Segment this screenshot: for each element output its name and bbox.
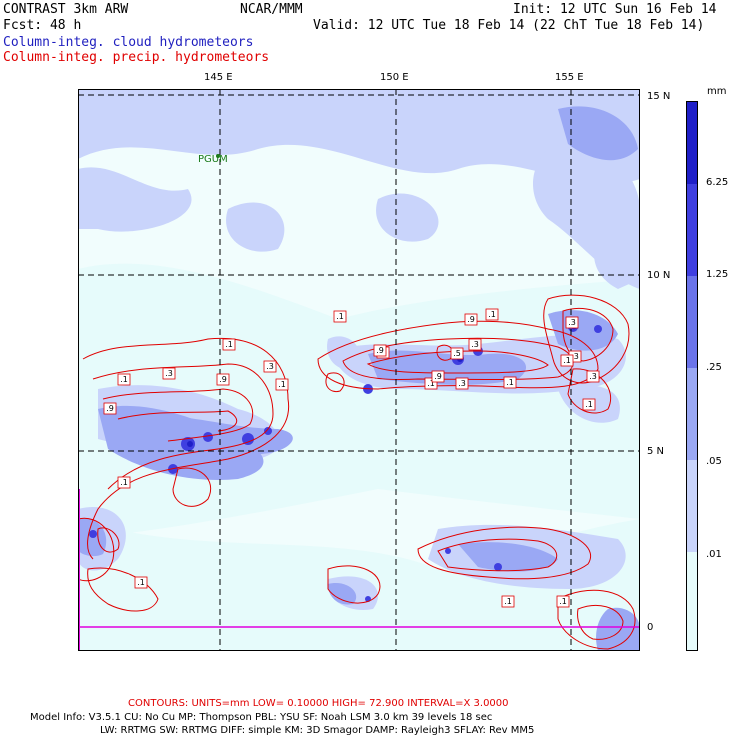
contour-label: .5: [450, 347, 464, 360]
contour-label: .9: [373, 344, 387, 357]
contour-info: CONTOURS: UNITS=mm LOW= 0.10000 HIGH= 72…: [128, 698, 509, 709]
svg-text:.1: .1: [278, 380, 286, 389]
svg-text:.3: .3: [458, 379, 466, 388]
contour-label: .3: [263, 360, 277, 373]
svg-text:.1: .1: [585, 400, 593, 409]
svg-text:.3: .3: [571, 352, 579, 361]
legend-label-0.25: .25: [706, 362, 722, 373]
hydrometeor-map: PGUM .1.3.1.9.3.1.9.1.1.5.9.1.9.1.3.5.9.…: [78, 89, 640, 651]
cloud-shading-strong: [78, 106, 640, 651]
svg-text:.9: .9: [467, 315, 475, 324]
svg-text:.1: .1: [225, 340, 233, 349]
svg-text:.9: .9: [106, 404, 114, 413]
model-title: CONTRAST 3km ARW: [3, 2, 129, 17]
lon-label-155: 155 E: [555, 72, 584, 83]
cloud-field-title: Column-integ. cloud hydrometeors: [3, 35, 254, 50]
precip-contours: [78, 294, 636, 650]
contour-label: .1: [501, 595, 515, 608]
svg-text:.3: .3: [589, 372, 597, 381]
contour-label: .1: [560, 354, 574, 367]
station-marker: [216, 154, 220, 158]
contour-label: .1: [275, 378, 289, 391]
svg-text:.9: .9: [376, 346, 384, 355]
svg-text:.9: .9: [219, 375, 227, 384]
svg-text:.1: .1: [137, 578, 145, 587]
contour-label: .3: [468, 338, 482, 351]
contour-label: .1: [424, 377, 438, 390]
legend-swatch-3: [687, 368, 697, 460]
contour-label: .9: [103, 402, 117, 415]
contour-label: .1: [134, 576, 148, 589]
legend-swatch-5: [687, 184, 697, 276]
svg-text:.1: .1: [336, 312, 344, 321]
valid-time: Valid: 12 UTC Tue 18 Feb 14 (22 ChT Tue …: [313, 18, 705, 33]
map-frame: [78, 89, 640, 651]
lat-label-10n: 10 N: [647, 270, 671, 281]
svg-text:.5: .5: [453, 349, 461, 358]
lat-label-equator: 0: [647, 622, 654, 633]
legend-label-1.25: 1.25: [706, 269, 729, 280]
legend-swatch-2: [687, 460, 697, 552]
contour-label: .1: [222, 338, 236, 351]
svg-text:.1: .1: [120, 478, 128, 487]
lat-label-5n: 5 N: [647, 446, 665, 457]
contour-label: .9: [431, 370, 445, 383]
legend-swatch-6: [687, 102, 697, 184]
legend-label-0.01: .01: [706, 549, 722, 560]
svg-text:.1: .1: [504, 597, 512, 606]
color-legend: [686, 101, 698, 651]
svg-text:.9: .9: [434, 372, 442, 381]
forecast-hour: Fcst: 48 h: [3, 18, 82, 33]
svg-text:.1: .1: [506, 378, 514, 387]
model-info-line2: LW: RRTMG SW: RRTMG DIFF: simple KM: 3D …: [100, 725, 535, 736]
contour-labels: .1.3.1.9.3.1.9.1.1.5.9.1.9.1.3.5.9.3.1.3…: [103, 308, 600, 608]
contour-label: .1: [556, 595, 570, 608]
contour-label: .3: [565, 316, 579, 329]
svg-text:.3: .3: [266, 362, 274, 371]
contour-label: .1: [582, 398, 596, 411]
legend-label-0.05: .05: [706, 456, 722, 467]
contour-label: .3: [586, 370, 600, 383]
model-info-line1: Model Info: V3.5.1 CU: No Cu MP: Thompso…: [30, 712, 493, 723]
lon-label-150: 150 E: [380, 72, 409, 83]
contour-label: .3: [162, 367, 176, 380]
precip-field-title: Column-integ. precip. hydrometeors: [3, 50, 270, 65]
station-label: PGUM: [198, 154, 228, 165]
legend-label-6.25: 6.25: [706, 177, 729, 188]
svg-text:.1: .1: [120, 375, 128, 384]
lon-label-145: 145 E: [204, 72, 233, 83]
svg-text:.3: .3: [568, 318, 576, 327]
legend-swatch-1: [687, 552, 697, 650]
svg-text:.1: .1: [559, 597, 567, 606]
contour-label: .1: [503, 376, 517, 389]
contour-label: .1: [485, 308, 499, 321]
legend-unit: mm: [707, 86, 727, 97]
contour-label: .3: [455, 377, 469, 390]
contour-label: .1: [117, 373, 131, 386]
init-time: Init: 12 UTC Sun 16 Feb 14: [513, 2, 717, 17]
organization-label: NCAR/MMM: [240, 2, 303, 17]
svg-text:.1: .1: [488, 310, 496, 319]
lat-label-15n: 15 N: [647, 91, 671, 102]
svg-text:.1: .1: [427, 379, 435, 388]
svg-text:.3: .3: [471, 340, 479, 349]
contour-label: .9: [464, 313, 478, 326]
contour-label: .1: [333, 310, 347, 323]
contour-label: .9: [216, 373, 230, 386]
legend-swatch-4: [687, 276, 697, 368]
svg-text:.1: .1: [563, 356, 571, 365]
svg-text:.3: .3: [165, 369, 173, 378]
contour-label: .1: [117, 476, 131, 489]
